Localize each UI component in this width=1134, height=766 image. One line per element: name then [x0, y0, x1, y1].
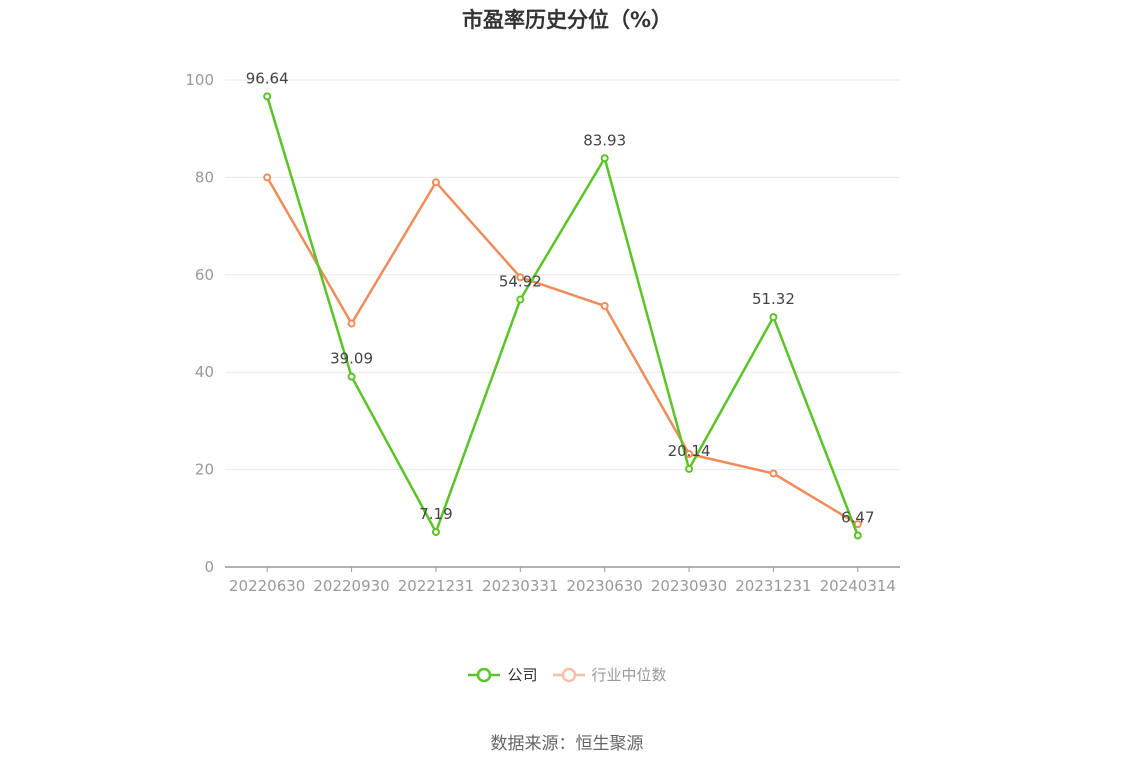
data-label: 54.92 [499, 273, 542, 291]
x-tick-label: 20230630 [567, 577, 643, 595]
data-label: 6.47 [841, 508, 874, 526]
x-tick-label: 20230331 [482, 577, 558, 595]
y-tick-label: 0 [204, 558, 214, 576]
series-line-company [265, 96, 859, 536]
x-tick-label: 20230930 [651, 577, 727, 595]
x-tick-label: 20220930 [313, 577, 389, 595]
legend-item-company[interactable]: 公司 [467, 664, 538, 685]
data-labels: 96.64 39.09 7.19 54.92 83.93 20.14 51.32 6.47 [246, 69, 875, 526]
legend-marker-industry [552, 667, 585, 682]
data-point-company[interactable] [769, 313, 778, 322]
legend-label-industry: 行业中位数 [591, 666, 667, 684]
data-point-company[interactable] [600, 154, 609, 163]
data-label: 51.32 [752, 290, 795, 308]
x-tick-label: 20240314 [820, 577, 896, 595]
data-point-industry[interactable] [600, 301, 609, 310]
legend: 公司 行业中位数 [0, 664, 1134, 685]
data-label: 20.14 [668, 442, 711, 460]
x-tick-label: 20221231 [398, 577, 474, 595]
x-tick-label: 20220630 [229, 577, 305, 595]
data-point-industry[interactable] [431, 178, 440, 187]
data-source: 数据来源：恒生聚源 [490, 734, 644, 754]
y-tick-label: 60 [195, 266, 214, 284]
y-tick-label: 100 [185, 71, 214, 89]
data-point-industry[interactable] [769, 469, 778, 478]
legend-marker-company [468, 667, 501, 682]
data-label: 39.09 [330, 350, 373, 368]
data-point-company[interactable] [263, 92, 272, 101]
y-axis: 0 20 40 60 80 100 [185, 71, 214, 576]
x-tick-label: 20231231 [735, 577, 811, 595]
data-point-industry[interactable] [853, 520, 862, 529]
data-point-company[interactable] [853, 531, 862, 540]
data-label: 96.64 [246, 69, 289, 87]
y-tick-label: 80 [195, 168, 214, 186]
data-point-company[interactable] [685, 464, 694, 473]
y-tick-label: 40 [195, 363, 214, 381]
data-point-industry[interactable] [516, 273, 525, 282]
data-point-industry[interactable] [347, 319, 356, 328]
series-line-industry [266, 176, 859, 526]
data-point-company[interactable] [431, 527, 440, 536]
legend-label-company: 公司 [507, 666, 538, 684]
data-label: 7.19 [419, 505, 452, 523]
y-tick-label: 20 [195, 461, 214, 479]
data-label: 83.93 [583, 131, 626, 149]
data-point-company[interactable] [347, 372, 356, 381]
chart-title: 市盈率历史分位（%） [461, 8, 673, 32]
x-axis: 20220630 20220930 20221231 20230331 20230630… [225, 566, 900, 595]
data-point-industry[interactable] [263, 173, 272, 182]
grid-lines [225, 79, 900, 471]
data-point-company[interactable] [516, 295, 525, 304]
legend-item-industry[interactable]: 行业中位数 [552, 664, 667, 685]
series [263, 92, 862, 540]
